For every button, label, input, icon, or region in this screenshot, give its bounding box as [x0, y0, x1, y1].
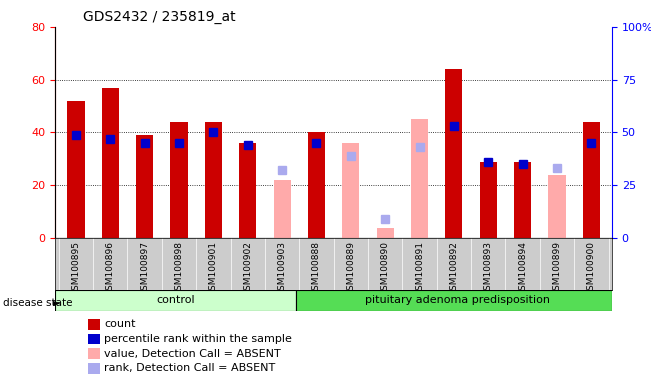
Bar [205, 122, 222, 238]
Text: GSM100902: GSM100902 [243, 241, 252, 296]
Bar [342, 143, 359, 238]
Text: GSM100901: GSM100901 [209, 241, 218, 296]
Text: GSM100893: GSM100893 [484, 241, 493, 296]
Bar [55, 290, 296, 311]
Bar [583, 122, 600, 238]
Text: disease state: disease state [3, 298, 73, 308]
Text: GSM100897: GSM100897 [140, 241, 149, 296]
Bar [411, 119, 428, 238]
Bar [480, 162, 497, 238]
Text: control: control [156, 295, 195, 306]
Bar [514, 162, 531, 238]
Text: count: count [104, 319, 135, 329]
Bar [296, 290, 612, 311]
Text: value, Detection Call = ABSENT: value, Detection Call = ABSENT [104, 349, 281, 359]
Text: GSM100892: GSM100892 [449, 241, 458, 296]
Bar [171, 122, 187, 238]
Text: GSM100899: GSM100899 [553, 241, 561, 296]
Text: ►: ► [53, 298, 61, 308]
Text: GSM100896: GSM100896 [106, 241, 115, 296]
Bar [308, 132, 325, 238]
Text: GSM100895: GSM100895 [72, 241, 81, 296]
Text: GSM100889: GSM100889 [346, 241, 355, 296]
Bar [239, 143, 256, 238]
Text: GSM100898: GSM100898 [174, 241, 184, 296]
Text: GSM100903: GSM100903 [277, 241, 286, 296]
Text: GSM100894: GSM100894 [518, 241, 527, 296]
Text: GSM100891: GSM100891 [415, 241, 424, 296]
Bar [548, 175, 566, 238]
Text: GSM100888: GSM100888 [312, 241, 321, 296]
Text: GSM100900: GSM100900 [587, 241, 596, 296]
Bar [273, 180, 291, 238]
Text: GSM100890: GSM100890 [381, 241, 390, 296]
Text: GDS2432 / 235819_at: GDS2432 / 235819_at [83, 10, 236, 25]
Text: pituitary adenoma predisposition: pituitary adenoma predisposition [365, 295, 550, 306]
Text: percentile rank within the sample: percentile rank within the sample [104, 334, 292, 344]
Bar [67, 101, 85, 238]
Bar [136, 135, 153, 238]
Bar [102, 88, 119, 238]
Bar [445, 69, 462, 238]
Text: rank, Detection Call = ABSENT: rank, Detection Call = ABSENT [104, 363, 275, 373]
Bar [376, 227, 394, 238]
